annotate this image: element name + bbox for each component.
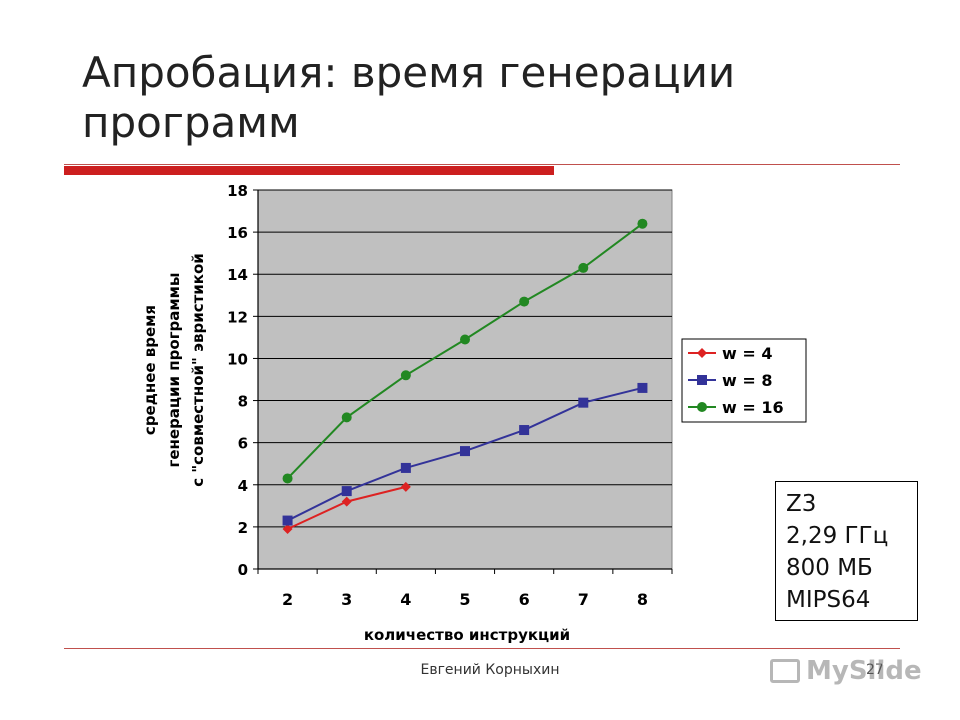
title-divider-accent <box>64 166 554 175</box>
cart-icon <box>770 659 800 683</box>
x-tick-label: 2 <box>282 590 293 609</box>
data-point <box>578 397 589 408</box>
legend-label: w = 4 <box>722 344 772 363</box>
x-tick-label: 3 <box>341 590 352 609</box>
y-tick-label: 6 <box>238 435 248 453</box>
data-point <box>341 486 352 497</box>
x-tick-label: 7 <box>578 590 589 609</box>
watermark-text: MySlide <box>806 656 922 686</box>
info-line-arch: MIPS64 <box>786 587 871 613</box>
legend-marker <box>697 375 707 385</box>
info-line-solver: Z3 <box>786 491 817 517</box>
footer-author: Евгений Корныхин <box>420 662 560 678</box>
data-point <box>519 296 530 307</box>
data-point <box>282 515 293 526</box>
y-axis-label: среднее время генерации программы с "совме… <box>141 253 207 487</box>
data-point <box>637 218 648 229</box>
data-point <box>460 334 470 345</box>
y-axis-label-line: генерации программы <box>165 273 183 468</box>
y-tick-label: 12 <box>227 308 248 326</box>
y-tick-label: 0 <box>238 561 248 579</box>
legend-label: w = 8 <box>722 371 772 390</box>
legend-marker <box>697 402 707 412</box>
data-point <box>282 523 293 534</box>
y-tick-label: 8 <box>238 393 248 411</box>
footer-divider <box>64 648 900 649</box>
data-point <box>400 481 411 492</box>
data-point <box>282 473 293 484</box>
y-tick-label: 16 <box>227 224 248 242</box>
y-axis-label-line: среднее время <box>141 305 159 435</box>
y-axis-label-line: с "совместной" эвристикой <box>189 253 207 487</box>
info-line-memory: 800 МБ <box>786 555 873 581</box>
slide-title: Апробация: время генерации программ <box>82 48 736 147</box>
y-tick-label: 4 <box>238 477 248 495</box>
y-tick-label: 14 <box>227 266 248 284</box>
data-point <box>400 370 411 381</box>
data-point <box>460 446 470 457</box>
legend-marker <box>697 348 707 358</box>
x-axis-label: количество инструкций <box>364 626 570 644</box>
y-tick-label: 10 <box>227 350 248 368</box>
x-tick-label: 5 <box>459 590 470 609</box>
x-tick-label: 4 <box>400 590 411 609</box>
y-tick-label: 2 <box>238 519 248 537</box>
hardware-info-box: Z3 2,29 ГГц 800 МБ MIPS64 <box>775 481 918 621</box>
data-point <box>341 412 352 423</box>
data-point <box>341 496 352 507</box>
title-divider-thin <box>64 164 900 165</box>
data-point <box>400 462 411 473</box>
legend-label: w = 16 <box>722 398 784 417</box>
page-number: 27 <box>866 662 884 678</box>
y-tick-label: 18 <box>227 182 248 200</box>
data-point <box>519 425 530 436</box>
data-point <box>578 262 589 273</box>
x-tick-label: 8 <box>637 590 648 609</box>
watermark-logo: MySlide <box>770 656 922 686</box>
data-point <box>637 382 648 393</box>
info-line-cpu: 2,29 ГГц <box>786 523 889 549</box>
x-tick-label: 6 <box>519 590 530 609</box>
